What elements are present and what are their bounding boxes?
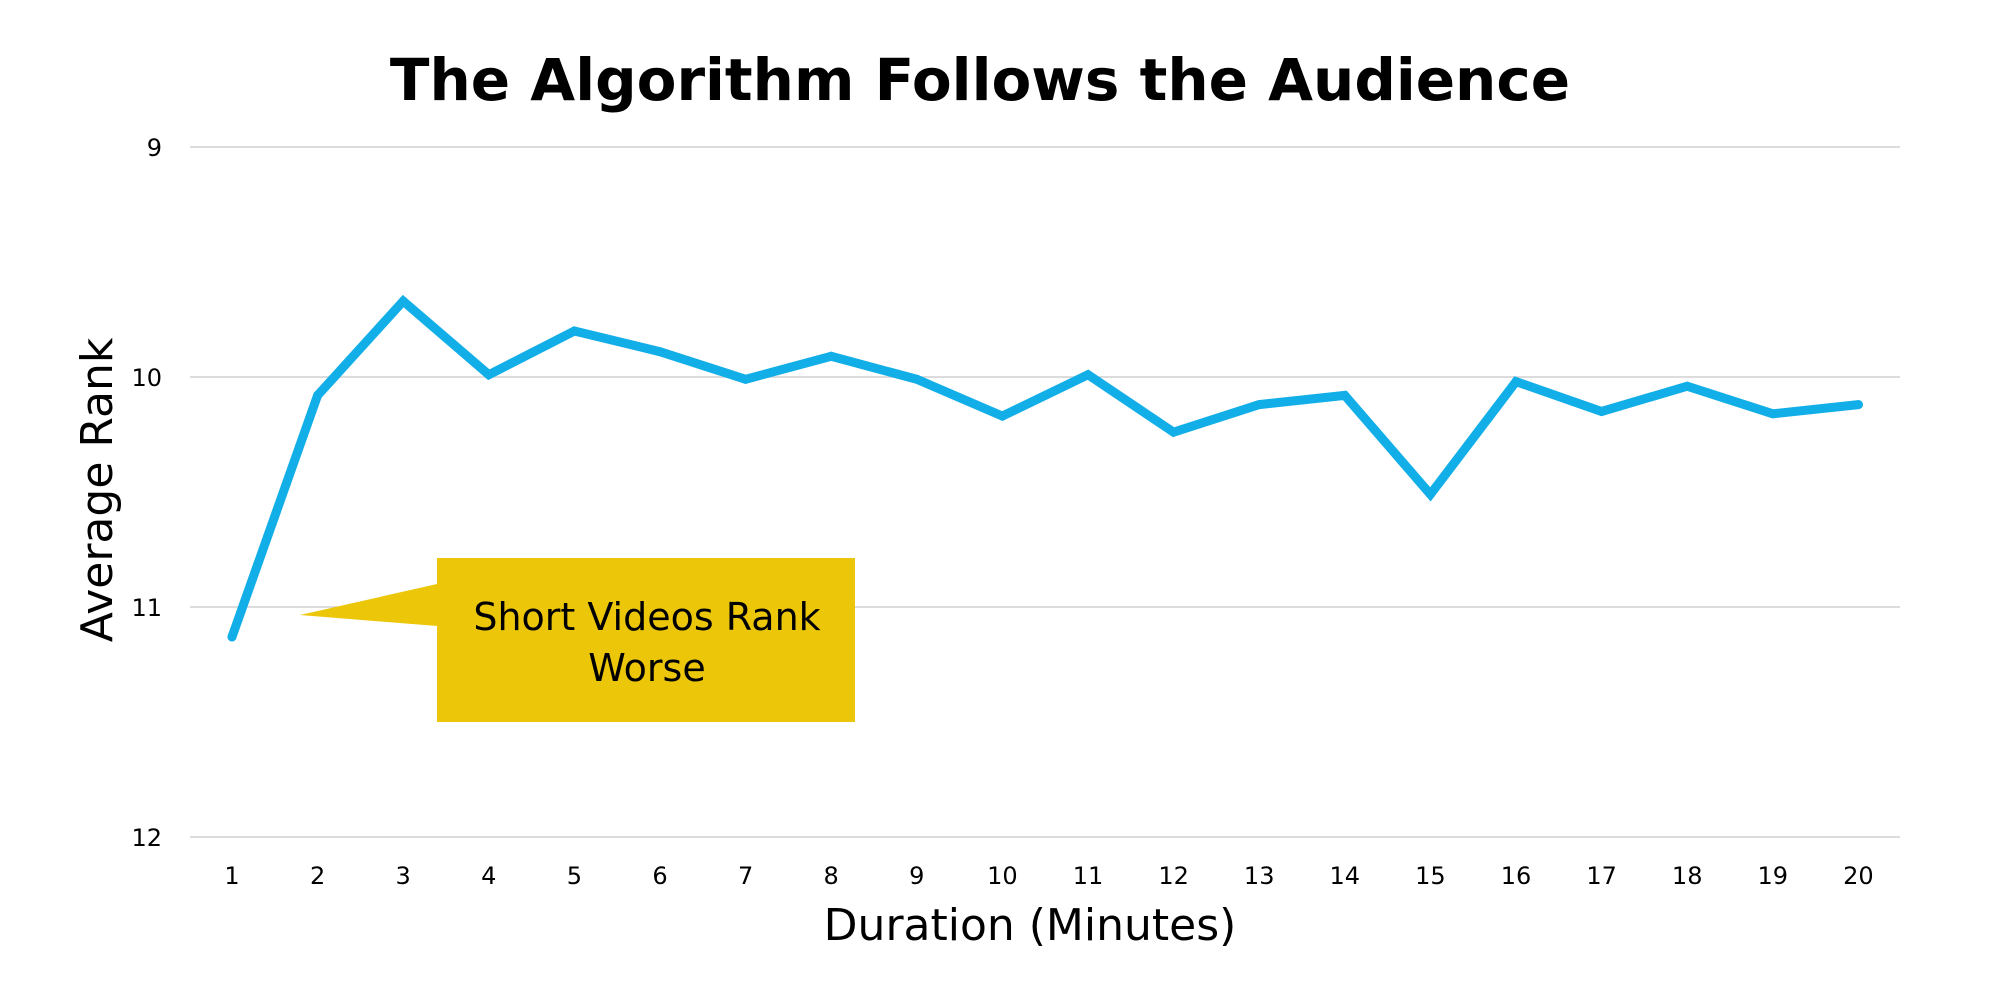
callout-text-line-1: Short Videos Rank (473, 595, 820, 639)
x-axis-ticks: 1 2 3 4 5 6 7 8 9 10 11 12 13 14 15 16 17 18 19 20 (224, 862, 1873, 890)
data-point (313, 390, 323, 400)
x-tick-label: 7 (738, 862, 753, 890)
y-tick-label: 12 (131, 824, 162, 852)
y-tick-label: 9 (147, 134, 162, 162)
x-tick-label: 4 (481, 862, 496, 890)
data-point (1425, 489, 1435, 499)
data-point (741, 374, 751, 384)
callout-pointer (300, 584, 437, 626)
x-tick-label: 8 (824, 862, 839, 890)
x-tick-label: 10 (987, 862, 1018, 890)
x-tick-label: 20 (1843, 862, 1874, 890)
x-tick-label: 14 (1330, 862, 1361, 890)
data-point (912, 374, 922, 384)
data-point (398, 296, 408, 306)
data-point (227, 632, 237, 642)
chart-title: The Algorithm Follows the Audience (390, 46, 1570, 114)
x-tick-label: 16 (1501, 862, 1532, 890)
x-tick-label: 5 (567, 862, 582, 890)
data-point (1254, 400, 1264, 410)
callout-box (437, 558, 855, 722)
data-point (655, 347, 665, 357)
gridlines (190, 146, 1900, 838)
x-tick-label: 15 (1415, 862, 1446, 890)
data-point (826, 351, 836, 361)
y-tick-label: 10 (131, 364, 162, 392)
x-tick-label: 3 (396, 862, 411, 890)
x-tick-label: 9 (909, 862, 924, 890)
data-point (1340, 390, 1350, 400)
data-point (569, 326, 579, 336)
x-tick-label: 18 (1672, 862, 1703, 890)
x-tick-label: 17 (1586, 862, 1617, 890)
data-point (997, 411, 1007, 421)
x-axis-label: Duration (Minutes) (824, 900, 1237, 951)
callout-text-line-2: Worse (588, 646, 705, 690)
data-point (484, 370, 494, 380)
data-point (1083, 370, 1093, 380)
data-point (1853, 400, 1863, 410)
x-tick-label: 1 (224, 862, 239, 890)
x-tick-label: 19 (1758, 862, 1789, 890)
x-tick-label: 12 (1158, 862, 1189, 890)
data-point (1511, 377, 1521, 387)
data-point (1169, 427, 1179, 437)
y-tick-label: 11 (131, 594, 162, 622)
data-point (1597, 407, 1607, 416)
x-tick-label: 11 (1073, 862, 1104, 890)
x-tick-label: 13 (1244, 862, 1275, 890)
series-line (227, 294, 1863, 642)
x-tick-label: 2 (310, 862, 325, 890)
y-axis-ticks: 9 10 11 12 (131, 134, 162, 852)
data-point (1768, 409, 1778, 419)
y-axis-label: Average Rank (72, 337, 123, 642)
data-point (1682, 381, 1692, 391)
series-layer (227, 294, 1863, 642)
x-tick-label: 6 (652, 862, 667, 890)
annotation-callout: Short Videos Rank Worse (300, 558, 855, 722)
